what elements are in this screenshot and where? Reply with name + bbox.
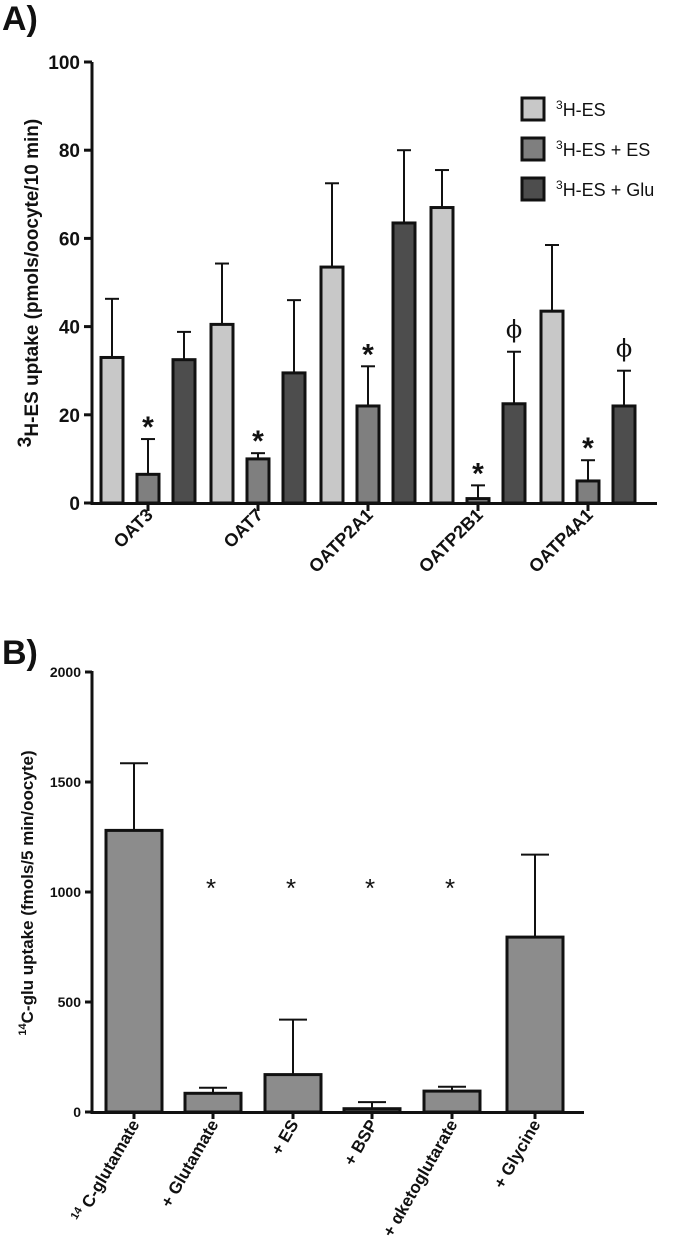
panel-a-bar	[281, 371, 307, 505]
panel-a-significance-star: *	[362, 338, 374, 371]
legend-label-text: H-ES	[563, 100, 606, 120]
panel-a-legend-label: 3H-ES + ES	[556, 138, 650, 160]
panel-a-legend-swatch	[520, 176, 546, 202]
category-label-text: + Glutamate	[157, 1117, 222, 1211]
legend-label-superscript: 3	[556, 138, 563, 152]
panel-a-significance-star: *	[472, 457, 484, 490]
panel-a-significance-star: *	[252, 425, 264, 458]
panel-a-legend-swatch	[520, 136, 546, 162]
panel-a-y-tick-label: 100	[48, 53, 80, 74]
panel-a-bar	[501, 402, 527, 505]
panel-b-chart: 14C-glu uptake (fmols/5 min/oocyte) 0 500…	[17, 664, 584, 1240]
category-label-text: + ES	[267, 1117, 302, 1159]
panel-b-label: B)	[2, 634, 38, 672]
panel-a-bar	[539, 309, 565, 505]
panel-a-category-label: OAT7	[220, 505, 267, 552]
panel-a-phi-marker: ϕ	[616, 335, 632, 363]
panel-a-bar	[611, 404, 637, 505]
panel-a-bar	[355, 404, 381, 505]
legend-label-text: H-ES + Glu	[563, 180, 655, 200]
panel-a-significance-star: *	[142, 411, 154, 444]
panel-b-y-label: 14C-glu uptake (fmols/5 min/oocyte)	[17, 750, 37, 1035]
category-label-text: + Glycine	[490, 1117, 544, 1192]
panel-b-y-tick-label: 1000	[50, 884, 81, 900]
panel-a-legend-label: 3H-ES	[556, 98, 606, 120]
panel-a-category-label: OATP2A1	[305, 505, 377, 577]
panel-a-bar	[135, 472, 161, 505]
legend-label-text: H-ES + ES	[563, 140, 651, 160]
panel-b-category-label: + αketoglutarate	[379, 1117, 461, 1241]
panel-b-bar	[342, 1107, 402, 1114]
panel-b-significance-star: *	[206, 873, 216, 903]
category-label-text: C-glutamate	[76, 1117, 144, 1216]
panel-a-y-tick-label: 60	[59, 229, 80, 250]
panel-b-y-tick-label: 0	[73, 1104, 81, 1120]
panel-a-bar	[319, 265, 345, 505]
panel-b-bar	[104, 828, 164, 1114]
legend-label-superscript: 3	[556, 178, 563, 192]
category-label-text: + BSP	[340, 1117, 381, 1169]
panel-a-category-label: OATP2B1	[415, 505, 487, 577]
panel-a-bar	[429, 206, 455, 505]
panel-a-bar	[245, 457, 271, 505]
panel-b-category-label: + Glycine	[490, 1117, 544, 1192]
panel-a-bar	[171, 358, 197, 505]
panel-a-category-label: OATP4A1	[525, 505, 597, 577]
panel-a-label: A)	[2, 0, 38, 38]
panel-a-legend-label: 3H-ES + Glu	[556, 178, 654, 200]
panel-a-significance-star: *	[582, 432, 594, 465]
legend-label-superscript: 3	[556, 98, 563, 112]
panel-b-y-tick-label: 2000	[50, 664, 81, 680]
panel-a-legend-swatch	[520, 96, 546, 122]
panel-a-y-tick-label: 0	[69, 494, 80, 515]
panel-b-significance-star: *	[286, 873, 296, 903]
panel-b-category-label: + ES	[267, 1117, 302, 1159]
panel-b-y-tick-label: 500	[58, 994, 82, 1010]
panel-a-bar	[99, 355, 125, 505]
panel-b-bar	[263, 1073, 323, 1114]
panel-b-category-label: + BSP	[340, 1117, 381, 1169]
panel-b-significance-star: *	[445, 873, 455, 903]
panel-b-y-tick-label: 1500	[50, 774, 81, 790]
panel-b-bar	[183, 1091, 243, 1114]
panel-a-category-label: OAT3	[110, 505, 157, 552]
panel-a-bar	[209, 322, 235, 505]
panel-a-bar	[575, 479, 601, 505]
panel-a-y-tick-label: 40	[59, 318, 80, 339]
panel-b-significance-star: *	[365, 873, 375, 903]
panel-b-bar	[422, 1089, 482, 1114]
panel-a-chart: 3H-ES uptake (pmols/oocyte/10 min) 0 20 40…	[15, 53, 657, 577]
panel-a-phi-marker: ϕ	[506, 316, 522, 344]
panel-a-y-tick-label: 20	[59, 406, 80, 427]
panel-b-category-label: 14 C-glutamate	[69, 1116, 144, 1226]
category-label-text: + αketoglutarate	[379, 1117, 461, 1241]
panel-a-y-label: 3H-ES uptake (pmols/oocyte/10 min)	[15, 119, 43, 447]
panel-a-y-tick-label: 80	[59, 141, 80, 162]
panel-a-bar	[465, 497, 491, 505]
panel-b-category-label: + Glutamate	[157, 1117, 222, 1211]
panel-a-bar	[391, 221, 417, 505]
panel-b-bar	[505, 935, 565, 1114]
